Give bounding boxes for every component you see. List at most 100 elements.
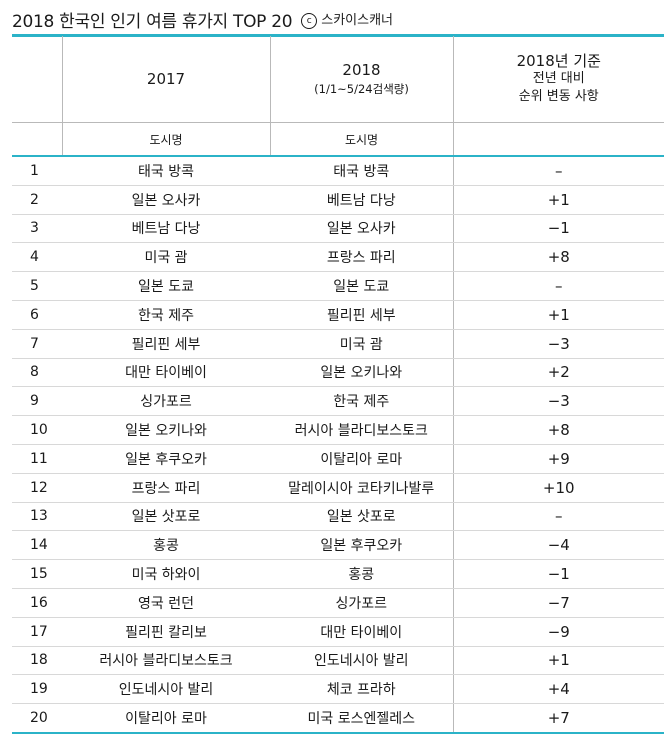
change-cell: +2 [453, 358, 664, 388]
header-change-line3: 순위 변동 사항 [518, 89, 599, 104]
change-cell: +10 [453, 473, 664, 503]
change-cell: −1 [453, 559, 664, 589]
city-2017-cell: 일본 도쿄 [62, 271, 270, 301]
rank-cell: 14 [12, 530, 62, 561]
table-row: 20 이탈리아 로마 미국 로스엔젤레스 +7 [12, 703, 664, 734]
rank-cell: 11 [12, 444, 62, 474]
table-row: 5 일본 도쿄 일본 도쿄 – [12, 271, 664, 301]
table-top-rule [12, 34, 664, 37]
rank-cell: 15 [12, 559, 62, 589]
rank-cell: 20 [12, 703, 62, 734]
rank-cell: 17 [12, 617, 62, 647]
city-2018-cell: 미국 괌 [270, 329, 454, 359]
change-cell: +1 [453, 300, 664, 330]
rank-cell: 9 [12, 386, 62, 417]
city-2017-cell: 홍콩 [62, 530, 270, 561]
rank-cell: 16 [12, 588, 62, 618]
city-2017-cell: 러시아 블라디보스토크 [62, 646, 270, 676]
header-change: 2018년 기준 전년 대비 순위 변동 사항 [452, 36, 664, 123]
city-2018-cell: 홍콩 [270, 559, 454, 589]
change-cell: +4 [453, 674, 664, 705]
change-cell: +8 [453, 415, 664, 445]
change-cell: +1 [453, 646, 664, 676]
table-row: 9 싱가포르 한국 제주 −3 [12, 386, 664, 417]
header-change-line2: 전년 대비 [532, 71, 585, 86]
change-cell: +8 [453, 242, 664, 273]
city-2018-cell: 체코 프라하 [270, 674, 454, 705]
rank-cell: 6 [12, 300, 62, 330]
city-2018-cell: 대만 타이베이 [270, 617, 454, 647]
table-body: 1 태국 방콕 태국 방콕 –2 일본 오사카 베트남 다낭 +1 3 베트남 다낭 일본 오사카… [12, 156, 664, 734]
table-row: 2 일본 오사카 베트남 다낭 +1 [12, 185, 664, 215]
table-row: 19 인도네시아 발리 체코 프라하 +4 [12, 674, 664, 705]
city-2017-cell: 싱가포르 [62, 386, 270, 417]
rank-cell: 18 [12, 646, 62, 676]
header-row: 2017 2018 (1/1~5/24검색량) 2018년 기준 전년 대비 순… [12, 36, 664, 123]
city-2017-cell: 태국 방콕 [62, 156, 270, 186]
subheader-city-2018: 도시명 [269, 122, 453, 157]
ranking-table: 2017 2018 (1/1~5/24검색량) 2018년 기준 전년 대비 순… [12, 36, 664, 734]
city-2017-cell: 영국 런던 [62, 588, 270, 618]
source-name: 스카이스캐너 [321, 13, 394, 29]
subheader-row: 도시명 도시명 [12, 122, 664, 157]
city-2018-cell: 인도네시아 발리 [270, 646, 454, 676]
city-2017-cell: 일본 오사카 [62, 185, 270, 215]
rank-cell: 13 [12, 502, 62, 532]
city-2017-cell: 베트남 다낭 [62, 214, 270, 244]
rank-cell: 3 [12, 214, 62, 244]
change-cell: +9 [453, 444, 664, 474]
table-row: 10 일본 오키나와 러시아 블라디보스토크 +8 [12, 415, 664, 445]
city-2017-cell: 인도네시아 발리 [62, 674, 270, 705]
table-row: 8 대만 타이베이 일본 오키나와 +2 [12, 358, 664, 388]
change-cell: +1 [453, 185, 664, 215]
change-cell: −4 [453, 530, 664, 561]
city-2017-cell: 필리핀 세부 [62, 329, 270, 359]
city-2018-cell: 한국 제주 [270, 386, 454, 417]
header-2017: 2017 [61, 36, 270, 123]
title-bar: 2018 한국인 인기 여름 휴가지 TOP 20 c 스카이스캐너 [12, 6, 393, 32]
city-2018-cell: 일본 후쿠오카 [270, 530, 454, 561]
city-2017-cell: 일본 후쿠오카 [62, 444, 270, 474]
rank-cell: 5 [12, 271, 62, 301]
change-cell: – [453, 502, 664, 532]
copyright-icon: c [301, 12, 318, 29]
city-2017-cell: 필리핀 칼리보 [62, 617, 270, 647]
source-credit: c 스카이스캐너 [301, 9, 393, 29]
city-2017-cell: 프랑스 파리 [62, 473, 270, 503]
city-2018-cell: 일본 오사카 [270, 214, 454, 244]
city-2018-cell: 필리핀 세부 [270, 300, 454, 330]
change-cell: −3 [453, 329, 664, 359]
header-rank-cell [12, 36, 62, 123]
header-2018-label: 2018 [342, 61, 381, 79]
subheader-city-2017-label: 도시명 [149, 132, 183, 147]
change-cell: – [453, 271, 664, 301]
city-2017-cell: 일본 삿포로 [62, 502, 270, 532]
table-row: 1 태국 방콕 태국 방콕 – [12, 156, 664, 186]
table-row: 11 일본 후쿠오카 이탈리아 로마 +9 [12, 444, 664, 474]
city-2018-cell: 일본 도쿄 [270, 271, 454, 301]
rank-cell: 2 [12, 185, 62, 215]
city-2018-cell: 베트남 다낭 [270, 185, 454, 215]
city-2017-cell: 한국 제주 [62, 300, 270, 330]
rank-cell: 10 [12, 415, 62, 445]
city-2017-cell: 미국 괌 [62, 242, 270, 273]
page-title: 2018 한국인 인기 여름 휴가지 TOP 20 [12, 11, 293, 32]
city-2018-cell: 프랑스 파리 [270, 242, 454, 273]
change-cell: −9 [453, 617, 664, 647]
rank-cell: 4 [12, 242, 62, 273]
header-2017-label: 2017 [146, 70, 186, 88]
rank-cell: 7 [12, 329, 62, 359]
city-2018-cell: 말레이시아 코타키나발루 [270, 473, 454, 503]
change-cell: −1 [453, 214, 664, 244]
table-row: 6 한국 제주 필리핀 세부 +1 [12, 300, 664, 330]
table-row: 3 베트남 다낭 일본 오사카 −1 [12, 214, 664, 244]
subheader-change-cell [452, 122, 664, 157]
table-row: 12 프랑스 파리 말레이시아 코타키나발루 +10 [12, 473, 664, 503]
change-cell: −7 [453, 588, 664, 618]
table-row: 18 러시아 블라디보스토크 인도네시아 발리 +1 [12, 646, 664, 676]
table-row: 14 홍콩 일본 후쿠오카 −4 [12, 530, 664, 561]
city-2017-cell: 일본 오키나와 [62, 415, 270, 445]
table-row: 13 일본 삿포로 일본 삿포로 – [12, 502, 664, 532]
table-row: 15 미국 하와이 홍콩 −1 [12, 559, 664, 589]
rank-cell: 1 [12, 156, 62, 186]
